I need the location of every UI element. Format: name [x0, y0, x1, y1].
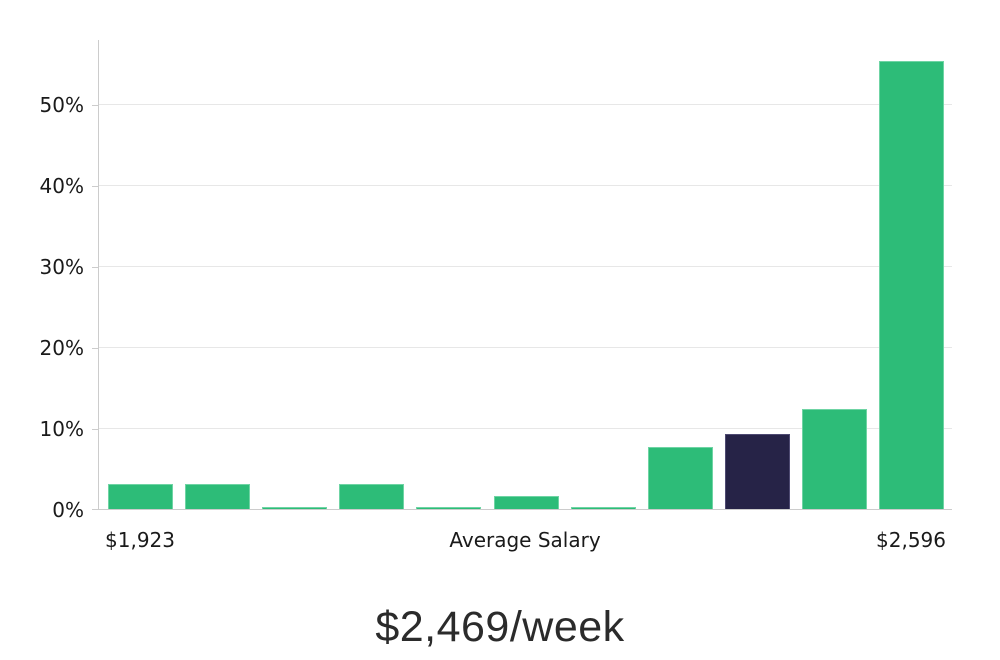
grid-line-40 [99, 185, 952, 186]
y-tick-mark [92, 509, 98, 510]
y-tick-label: 50% [39, 93, 84, 117]
y-tick-label: 30% [39, 255, 84, 279]
bar [648, 447, 713, 509]
y-tick-label: 0% [52, 498, 84, 522]
bar [494, 496, 559, 509]
bar [185, 484, 250, 509]
x-tick-label: Average Salary [449, 528, 601, 552]
y-tick-label: 40% [39, 174, 84, 198]
y-tick-mark [92, 348, 98, 349]
grid-line-10 [99, 428, 952, 429]
grid-line-30 [99, 266, 952, 267]
y-tick-mark [92, 267, 98, 268]
y-tick-mark [92, 105, 98, 106]
y-tick-mark [92, 186, 98, 187]
x-tick-label: $2,596 [876, 528, 946, 552]
y-tick-mark [92, 429, 98, 430]
chart-title: $2,469/week [375, 603, 625, 651]
x-tick-label: $1,923 [105, 528, 175, 552]
y-tick-label: 10% [39, 417, 84, 441]
x-axis-labels: $1,923 Average Salary $2,596 [98, 528, 952, 558]
bar [802, 409, 867, 509]
grid-line-50 [99, 104, 952, 105]
bar [416, 507, 481, 509]
bar [339, 484, 404, 509]
y-tick-label: 20% [39, 336, 84, 360]
bar [571, 507, 636, 509]
grid-line-20 [99, 347, 952, 348]
bar [108, 484, 173, 509]
bar [879, 61, 944, 509]
highlighted-bar [725, 434, 790, 509]
plot-area [92, 40, 952, 510]
bar [262, 507, 327, 509]
